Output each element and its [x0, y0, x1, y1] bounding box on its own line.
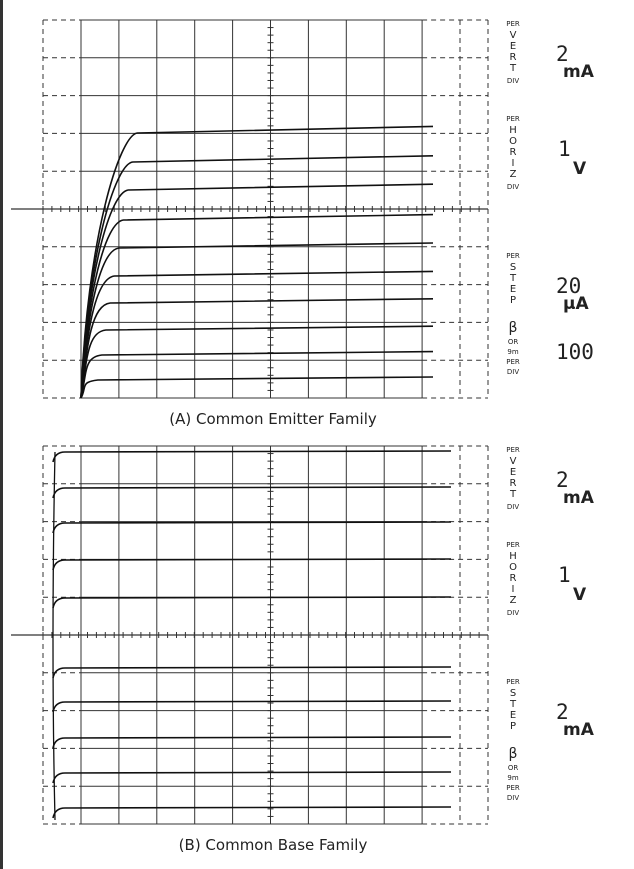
- readout-text: PER: [506, 678, 520, 686]
- readout-value: 1: [558, 563, 571, 587]
- readout-text: 9m: [507, 348, 519, 356]
- readout-text: DIV: [506, 609, 520, 617]
- caption: (A) Common Emitter Family: [169, 410, 377, 428]
- trace: [52, 450, 452, 463]
- readout-text: OR: [507, 764, 519, 772]
- readout-text: PER: [506, 541, 520, 549]
- trace: [52, 521, 452, 534]
- readout-text: OR: [507, 338, 519, 346]
- readout-text: PER: [506, 446, 520, 454]
- readout-unit: µA: [563, 294, 589, 314]
- readout-value: 20: [556, 274, 582, 298]
- readout-unit: mA: [563, 488, 594, 508]
- readout-unit: mA: [563, 62, 594, 82]
- readout-value: 2: [556, 700, 569, 724]
- readout-text: β: [508, 746, 518, 762]
- readout-value: 2: [556, 468, 569, 492]
- readout-text: DIV: [506, 368, 520, 376]
- trace: [80, 155, 434, 399]
- readout-value: 100: [556, 340, 594, 364]
- trace: [80, 125, 434, 399]
- trace: [80, 325, 434, 399]
- readout-text: PER: [506, 252, 520, 260]
- readout-text: PER: [506, 784, 520, 792]
- readout-text: 9m: [507, 774, 519, 782]
- readout-text: DIV: [506, 794, 520, 802]
- readout-text: β: [508, 320, 518, 336]
- readout-word: STEP: [509, 262, 517, 306]
- readout-value: 2: [556, 42, 569, 66]
- readout-text: PER: [506, 115, 520, 123]
- trace: [52, 596, 452, 609]
- trace: [52, 806, 452, 819]
- readout-word: VERT: [509, 30, 517, 74]
- trace: [80, 376, 434, 399]
- readout-unit: mA: [563, 720, 594, 740]
- trace: [52, 486, 452, 499]
- trace: [80, 298, 434, 399]
- readout-value: 1: [558, 137, 571, 161]
- readout-text: DIV: [506, 77, 520, 85]
- readout-text: DIV: [506, 183, 520, 191]
- readout-word: VERT: [509, 456, 517, 500]
- trace: [52, 771, 452, 784]
- readout-word: HORIZ: [509, 125, 517, 180]
- trace: [52, 558, 452, 571]
- readout-unit: V: [573, 159, 587, 179]
- trace: [80, 242, 434, 399]
- trace: [80, 350, 434, 399]
- caption: (B) Common Base Family: [178, 836, 368, 854]
- readout-word: HORIZ: [509, 551, 517, 606]
- readout-unit: V: [573, 585, 587, 605]
- readout-text: PER: [506, 358, 520, 366]
- graticules: [11, 19, 489, 825]
- trace: [52, 451, 56, 821]
- readout-text: PER: [506, 20, 520, 28]
- trace: [80, 213, 434, 399]
- trace: [52, 736, 452, 749]
- readout-text: DIV: [506, 503, 520, 511]
- readout-word: STEP: [509, 688, 517, 732]
